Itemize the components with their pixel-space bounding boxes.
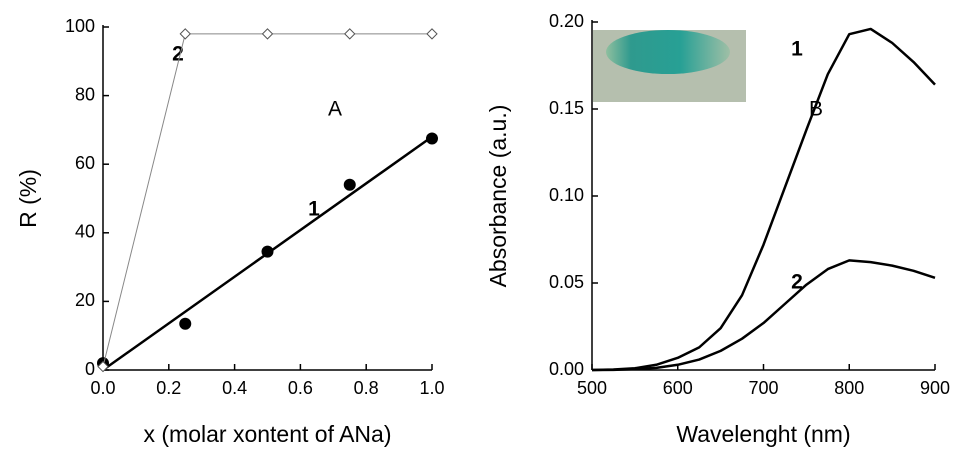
x-tick-label: 0.6 bbox=[288, 378, 313, 398]
point bbox=[261, 28, 274, 40]
series-label: 2 bbox=[791, 271, 803, 294]
series-label: 1 bbox=[308, 198, 320, 221]
x-tick-label: 900 bbox=[920, 378, 950, 398]
point bbox=[344, 28, 356, 40]
x-tick-label: 1.0 bbox=[419, 378, 444, 398]
point bbox=[426, 132, 438, 145]
y-axis-title: Absorbance (a.u.) bbox=[485, 105, 511, 288]
y-tick-label: 0.15 bbox=[549, 98, 584, 118]
point bbox=[179, 28, 191, 40]
x-tick-label: 500 bbox=[577, 378, 607, 398]
point bbox=[97, 360, 109, 373]
curve bbox=[591, 27, 936, 372]
x-tick-label: 0.2 bbox=[156, 378, 181, 398]
y-axis-title: R (%) bbox=[15, 169, 41, 228]
y-tick-label: 80 bbox=[75, 84, 95, 104]
y-tick-label: 0.05 bbox=[549, 272, 584, 292]
y-tick-label: 20 bbox=[75, 290, 95, 310]
x-axis-title: x (molar xontent of ANa) bbox=[144, 421, 392, 447]
series-label: 2 bbox=[172, 43, 184, 66]
y-tick-label: 100 bbox=[65, 16, 95, 36]
point bbox=[426, 28, 438, 40]
y-tick-label: 0.00 bbox=[549, 359, 584, 379]
x-tick-label: 800 bbox=[834, 378, 864, 398]
y-tick-label: 0.20 bbox=[549, 11, 584, 31]
curve bbox=[591, 259, 936, 372]
x-tick-label: 0.4 bbox=[222, 378, 247, 398]
y-tick-label: 60 bbox=[75, 153, 95, 173]
y-tick-label: 0 bbox=[85, 359, 95, 379]
x-tick-label: 0.8 bbox=[354, 378, 379, 398]
x-tick-label: 600 bbox=[663, 378, 693, 398]
panel-label: A bbox=[328, 98, 342, 121]
series-label: 1 bbox=[791, 38, 803, 61]
x-tick-label: 0.0 bbox=[90, 378, 115, 398]
x-tick-label: 700 bbox=[748, 378, 778, 398]
point bbox=[179, 317, 192, 330]
y-tick-label: 0.10 bbox=[549, 185, 584, 205]
x-axis-title: Wavelenght (nm) bbox=[676, 421, 850, 447]
y-tick-label: 40 bbox=[75, 222, 95, 242]
inset-photo bbox=[593, 30, 746, 102]
point bbox=[343, 178, 356, 191]
connect-line bbox=[102, 33, 432, 367]
point bbox=[261, 245, 274, 258]
